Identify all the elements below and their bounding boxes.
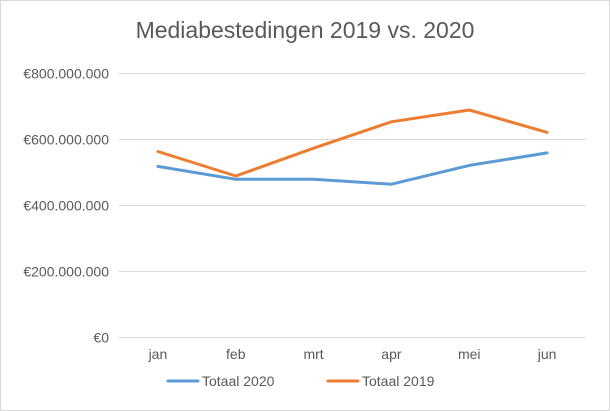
x-tick-label: mrt [303, 346, 323, 362]
legend-item: Totaal 2019 [326, 373, 435, 389]
series-line-2 [156, 108, 549, 178]
legend-label: Totaal 2019 [362, 373, 435, 389]
series-lines [156, 108, 549, 186]
y-tick-label: €0 [93, 330, 109, 346]
x-axis-ticks: jan feb mrt apr mei jun [148, 346, 557, 362]
y-tick-label: €800.000.000 [23, 66, 109, 82]
y-tick-label: €600.000.000 [23, 132, 109, 148]
chart-title: Mediabestedingen 2019 vs. 2020 [136, 17, 475, 43]
legend: Totaal 2020 Totaal 2019 [166, 373, 435, 389]
legend-label: Totaal 2020 [202, 373, 275, 389]
series-line-1 [156, 151, 549, 186]
y-axis-ticks: €0 €200.000.000 €400.000.000 €600.000.000 €8… [23, 66, 109, 346]
x-tick-label: jun [537, 346, 557, 362]
x-tick-label: apr [381, 346, 402, 362]
x-tick-label: mei [458, 346, 481, 362]
y-tick-label: €200.000.000 [23, 264, 109, 280]
y-tick-label: €400.000.000 [23, 198, 109, 214]
legend-item: Totaal 2020 [166, 373, 275, 389]
x-tick-label: feb [226, 346, 246, 362]
x-tick-label: jan [148, 346, 168, 362]
gridlines [119, 73, 586, 338]
